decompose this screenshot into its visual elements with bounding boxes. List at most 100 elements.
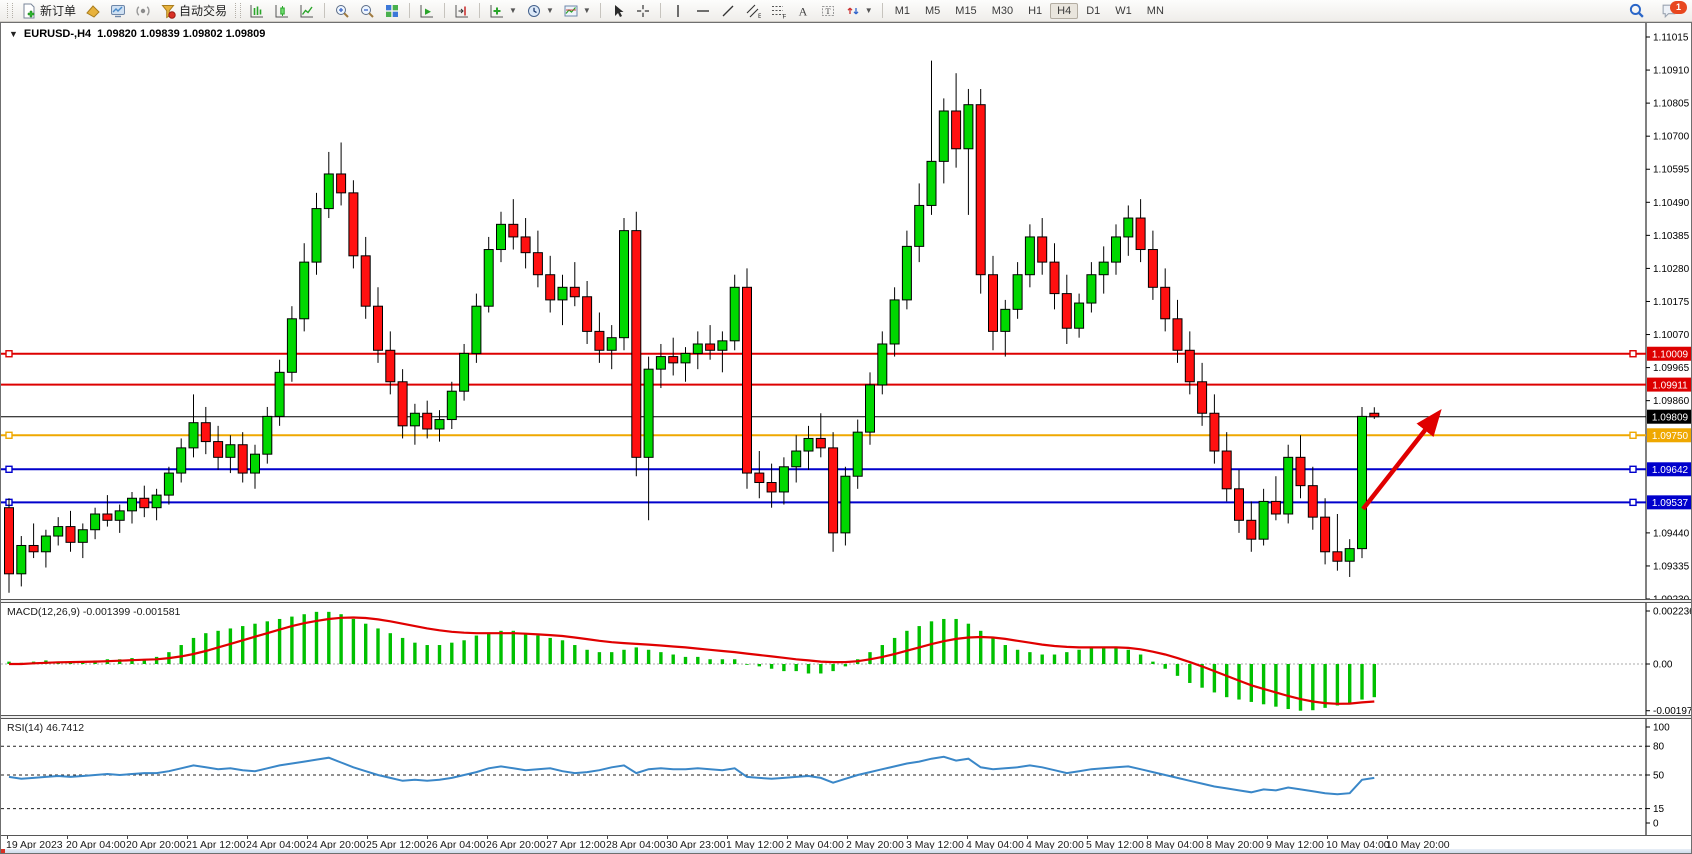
new-order-button[interactable]: 新订单 bbox=[17, 0, 80, 22]
zoom-in-icon bbox=[336, 4, 349, 18]
svg-text:1.10175: 1.10175 bbox=[1653, 297, 1690, 308]
terminal-button[interactable] bbox=[106, 0, 130, 22]
fibonacci-button[interactable]: F bbox=[766, 0, 790, 22]
trendline-button[interactable] bbox=[716, 0, 740, 22]
crosshair-button[interactable] bbox=[631, 0, 655, 22]
time-label: 26 Apr 04:00 bbox=[426, 839, 486, 851]
metaeditor-button[interactable] bbox=[81, 0, 105, 22]
chart-shift-button[interactable] bbox=[450, 0, 474, 22]
time-label: 9 May 12:00 bbox=[1266, 839, 1324, 851]
timeframe-m30-button[interactable]: M30 bbox=[991, 4, 1014, 17]
toolbar-separator bbox=[881, 3, 883, 18]
indicators-icon bbox=[490, 4, 504, 17]
toolbar-drag-handle[interactable] bbox=[7, 3, 13, 18]
timeframe-m1-button[interactable]: M1 bbox=[894, 4, 910, 17]
time-tick bbox=[787, 836, 788, 839]
time-tick bbox=[1147, 836, 1148, 839]
svg-text:1.09440: 1.09440 bbox=[1653, 528, 1690, 539]
vertical-line-button[interactable] bbox=[666, 0, 690, 22]
time-tick bbox=[1027, 836, 1028, 839]
svg-text:1.09230: 1.09230 bbox=[1653, 595, 1690, 599]
time-tick bbox=[367, 836, 368, 839]
svg-text:T: T bbox=[825, 6, 831, 16]
time-label: 27 Apr 12:00 bbox=[546, 839, 606, 851]
panel-splitter[interactable] bbox=[1, 599, 1691, 603]
time-axis[interactable]: 19 Apr 2023 20 Apr 04:00 20 Apr 20:00 21 Ap… bbox=[1, 835, 1691, 851]
svg-text:1.10385: 1.10385 bbox=[1653, 231, 1690, 242]
autotrading-button[interactable]: 自动交易 bbox=[156, 0, 231, 22]
time-tick bbox=[847, 836, 848, 839]
text-label-button[interactable]: T bbox=[816, 0, 840, 22]
time-label: 10 May 04:00 bbox=[1326, 839, 1390, 851]
templates-button[interactable]: ▼ bbox=[559, 0, 595, 22]
timeframe-m5-button[interactable]: M5 bbox=[925, 4, 941, 17]
toolbar-separator bbox=[324, 3, 326, 18]
signals-button[interactable] bbox=[131, 0, 155, 22]
new-order-label: 新订单 bbox=[40, 4, 77, 18]
text-button[interactable]: A bbox=[791, 0, 815, 22]
cursor-button[interactable] bbox=[606, 0, 630, 22]
indicators-button[interactable]: ▼ bbox=[485, 0, 521, 22]
horizontal-line-icon bbox=[696, 9, 709, 12]
time-tick bbox=[1267, 836, 1268, 839]
search-icon bbox=[1629, 3, 1644, 18]
tile-windows-button[interactable] bbox=[380, 0, 404, 22]
timeframe-m15-button[interactable]: M15 bbox=[955, 4, 977, 17]
chevron-down-icon[interactable]: ▼ bbox=[9, 29, 18, 39]
rsi-indicator-canvas[interactable]: 100 80 50 15 0 bbox=[1, 719, 1691, 835]
arrow-objects-button[interactable]: ▼ bbox=[841, 0, 877, 22]
time-label: 24 Apr 04:00 bbox=[246, 839, 306, 851]
timeframe-h4-button[interactable]: H4 bbox=[1050, 2, 1079, 19]
candlestick-chart-button[interactable] bbox=[270, 0, 294, 22]
line-chart-button[interactable] bbox=[295, 0, 319, 22]
chat-button[interactable]: 1 bbox=[1650, 0, 1688, 22]
timeframe-h1-button[interactable]: H1 bbox=[1028, 4, 1043, 17]
svg-text:0.00: 0.00 bbox=[1653, 660, 1673, 671]
chart-title: ▼ EURUSD-,H4 1.09820 1.09839 1.09802 1.0… bbox=[9, 28, 265, 40]
time-tick bbox=[667, 836, 668, 839]
trendline-icon bbox=[722, 5, 734, 16]
svg-text:1.10805: 1.10805 bbox=[1653, 99, 1690, 110]
svg-text:1.10700: 1.10700 bbox=[1653, 132, 1690, 143]
toolbar-group-handle[interactable] bbox=[235, 3, 242, 18]
zoom-out-button[interactable] bbox=[355, 0, 379, 22]
time-label: 28 Apr 04:00 bbox=[606, 839, 666, 851]
time-tick bbox=[67, 836, 68, 839]
bar-chart-button[interactable] bbox=[245, 0, 269, 22]
window-edge-accent bbox=[1, 849, 5, 853]
equidistant-channel-icon: E bbox=[746, 4, 761, 19]
timeframe-mn-button[interactable]: MN bbox=[1146, 4, 1164, 17]
macd-indicator-canvas[interactable]: 0.002236 0.00 -0.001971 bbox=[1, 603, 1691, 715]
chevron-down-icon: ▼ bbox=[864, 6, 873, 15]
chart-symbol-period: EURUSD-,H4 bbox=[23, 28, 92, 40]
autotrading-icon bbox=[161, 4, 176, 19]
notification-badge: 1 bbox=[1670, 0, 1687, 14]
chevron-down-icon: ▼ bbox=[545, 6, 554, 15]
text-icon: A bbox=[798, 4, 807, 18]
price-chart-canvas[interactable]: 1.11015 1.10910 1.10805 1.10700 1.10595 1.104… bbox=[1, 23, 1691, 599]
time-tick bbox=[427, 836, 428, 839]
svg-text:1.10009: 1.10009 bbox=[1652, 350, 1689, 361]
time-tick bbox=[247, 836, 248, 839]
time-tick bbox=[607, 836, 608, 839]
svg-text:F: F bbox=[782, 13, 786, 19]
time-label: 20 Apr 04:00 bbox=[66, 839, 126, 851]
timeframe-d1-button[interactable]: D1 bbox=[1086, 4, 1101, 17]
auto-scroll-button[interactable] bbox=[415, 0, 439, 22]
zoom-in-button[interactable] bbox=[330, 0, 354, 22]
time-tick bbox=[547, 836, 548, 839]
svg-text:100: 100 bbox=[1653, 723, 1670, 734]
timeframe-w1-button[interactable]: W1 bbox=[1115, 4, 1132, 17]
panel-splitter[interactable] bbox=[1, 715, 1691, 719]
periods-button[interactable]: ▼ bbox=[522, 0, 558, 22]
search-button[interactable] bbox=[1624, 0, 1649, 22]
chevron-down-icon: ▼ bbox=[509, 6, 517, 15]
time-tick bbox=[127, 836, 128, 839]
horizontal-line-button[interactable] bbox=[691, 0, 715, 22]
svg-text:1.10490: 1.10490 bbox=[1653, 198, 1690, 209]
equidistant-channel-button[interactable]: E bbox=[741, 0, 765, 22]
time-tick bbox=[727, 836, 728, 839]
time-tick bbox=[1087, 836, 1088, 839]
signals-icon bbox=[136, 5, 150, 16]
